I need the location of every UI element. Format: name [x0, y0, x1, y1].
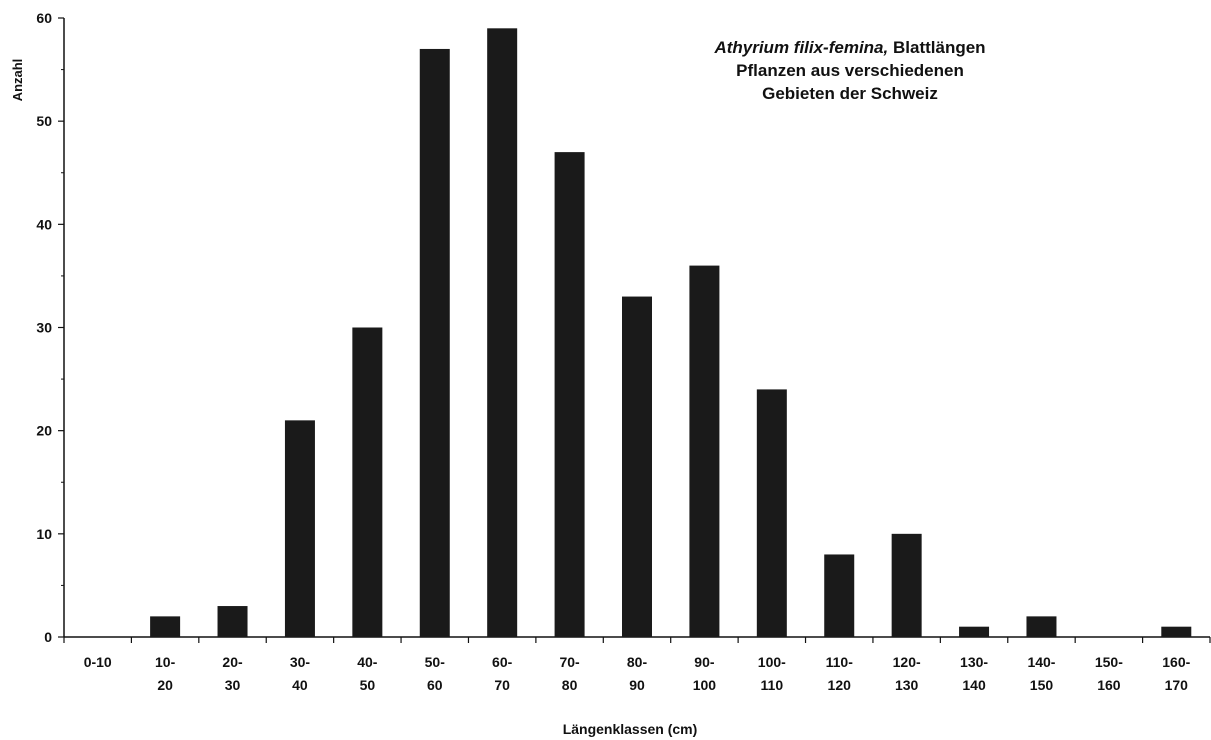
x-axis	[63, 636, 1211, 643]
x-axis-label: Längenklassen (cm)	[563, 721, 698, 737]
x-tick-label: 50-	[425, 654, 446, 670]
x-tick-label: 0-10	[84, 654, 112, 670]
bar	[487, 28, 518, 638]
x-tick-label: 160	[1097, 677, 1121, 693]
bar	[352, 327, 383, 637]
chart-title: Athyrium filix-femina, Blattlängen Pflan…	[640, 36, 1060, 105]
y-tick-label: 50	[36, 113, 52, 129]
bar	[689, 265, 720, 637]
bar	[150, 616, 181, 637]
x-tick-label: 130-	[960, 654, 988, 670]
x-tick-label: 150	[1030, 677, 1054, 693]
x-tick-label: 140-	[1027, 654, 1055, 670]
x-tick-label: 30	[225, 677, 241, 693]
title-line-1: Athyrium filix-femina, Blattlängen	[640, 36, 1060, 59]
bar	[554, 152, 585, 637]
x-tick-label: 60-	[492, 654, 513, 670]
x-tick-label: 120	[828, 677, 852, 693]
title-line-3: Gebieten der Schweiz	[762, 84, 938, 103]
x-tick-label: 90	[629, 677, 645, 693]
bar	[824, 554, 855, 637]
x-tick-label: 130	[895, 677, 919, 693]
x-tick-label: 120-	[893, 654, 921, 670]
bars	[150, 28, 1192, 638]
x-tick-label: 30-	[290, 654, 311, 670]
x-tick-label: 40	[292, 677, 308, 693]
bar	[217, 606, 248, 637]
x-tick-label: 20-	[222, 654, 243, 670]
title-species: Athyrium filix-femina,	[714, 38, 889, 57]
y-tick-label: 30	[36, 320, 52, 336]
y-tick-label: 10	[36, 526, 52, 542]
bar	[419, 48, 450, 637]
y-tick-label: 20	[36, 423, 52, 439]
x-tick-label: 80	[562, 677, 578, 693]
bar	[284, 420, 315, 637]
bar	[1161, 626, 1192, 637]
bar	[891, 533, 922, 637]
x-tick-label: 140	[962, 677, 986, 693]
bar	[1026, 616, 1057, 637]
x-tick-label: 70	[494, 677, 510, 693]
x-tick-labels: 0-10 10- 20 20- 30 30- 40 40- 50 50- 60 60- 70 70- 80 8…	[84, 654, 1191, 693]
y-axis-label: Anzahl	[10, 59, 25, 102]
x-tick-label: 110-	[826, 654, 854, 670]
x-tick-label: 20	[157, 677, 173, 693]
x-tick-label: 90-	[694, 654, 715, 670]
x-tick-label: 100-	[758, 654, 786, 670]
bar	[622, 296, 652, 637]
y-axis: 0 10 20 30 40 50 60	[36, 10, 65, 645]
x-tick-label: 100	[693, 677, 717, 693]
x-tick-label: 70-	[559, 654, 580, 670]
x-tick-label: 170	[1165, 677, 1189, 693]
title-line-2: Pflanzen aus verschiedenen	[736, 61, 964, 80]
x-tick-label: 80-	[627, 654, 648, 670]
x-tick-label: 50	[360, 677, 376, 693]
y-tick-label: 40	[36, 216, 52, 232]
x-tick-label: 60	[427, 677, 443, 693]
bar	[959, 626, 990, 637]
x-tick-label: 160-	[1162, 654, 1190, 670]
y-tick-label: 60	[36, 10, 52, 26]
x-tick-label: 110	[761, 677, 784, 693]
y-tick-label: 0	[44, 629, 52, 645]
x-tick-label: 40-	[357, 654, 378, 670]
x-tick-label: 150-	[1095, 654, 1123, 670]
bar	[756, 389, 787, 637]
x-tick-label: 10-	[155, 654, 176, 670]
title-line-1-rest: Blattlängen	[892, 38, 986, 57]
